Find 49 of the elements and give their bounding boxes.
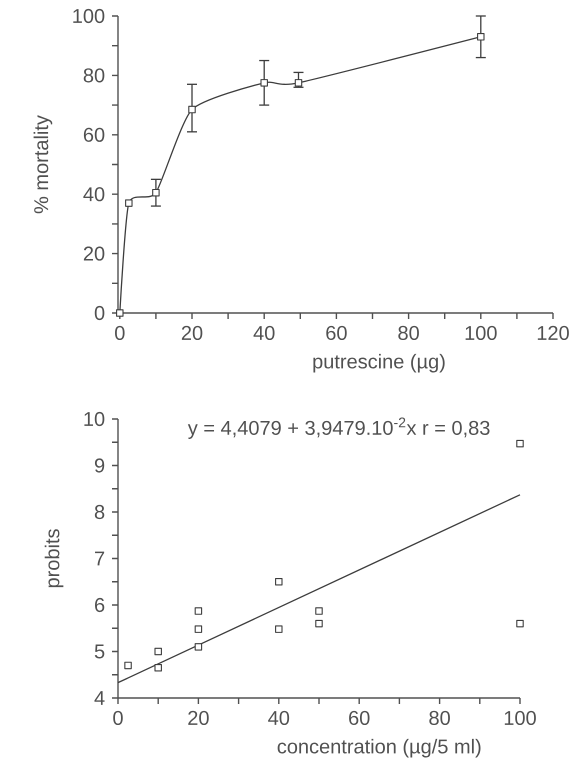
point [260,79,268,87]
point [274,578,282,586]
point [152,188,160,196]
x-tick-label: 60 [326,326,347,340]
point [274,625,282,633]
point [516,620,524,628]
y-tick-label: 7 [94,552,104,566]
point [116,309,124,317]
y-tick-label: 60 [84,128,104,142]
point [476,33,484,41]
x-axis-title: concentration (µg/5 ml) [278,738,480,758]
y-tick-label: 80 [84,68,104,82]
y-axis-title: probits [44,529,64,588]
point [124,662,132,670]
y-tick-label: 6 [94,598,104,612]
point [124,199,132,207]
annotation: y = 4,4079 + 3,9479.10$^{-2}$x r = 0,83 [188,417,490,439]
y-tick-label: 0 [94,306,104,320]
x-tick-label: 0 [114,326,124,340]
y-tick-label: 4 [94,691,104,705]
point [516,440,524,448]
point [154,648,162,656]
x-tick-label: 40 [253,326,274,340]
x-tick-label: 20 [188,710,209,726]
point [154,664,162,672]
x-tick-label: 40 [268,710,289,726]
x-tick-label: 20 [182,326,202,340]
y-tick-label: 40 [83,187,104,202]
y-tick-label: 5 [94,644,104,658]
y-tick-label: 20 [84,246,104,261]
x-tick-label: 80 [429,710,450,726]
y-tick-label: 8 [94,504,104,520]
point [315,620,323,628]
y-tick-label: 10 [84,412,104,426]
point [188,106,196,114]
point [194,643,202,651]
x-tick-label: 120 [538,326,569,340]
y-tick-label: 9 [94,458,104,473]
point [315,607,323,615]
x-tick-label: 80 [398,326,419,340]
point [194,607,202,615]
x-tick-label: 100 [504,710,536,726]
x-tick-label: 60 [348,710,370,726]
x-axis-title: putrescine (µg) [313,354,444,373]
point [194,625,202,633]
x-tick-label: 0 [113,710,123,726]
x-tick-label: 100 [465,326,497,340]
y-axis-title: % mortality [33,115,52,214]
y-tick-label: 100 [73,8,104,24]
